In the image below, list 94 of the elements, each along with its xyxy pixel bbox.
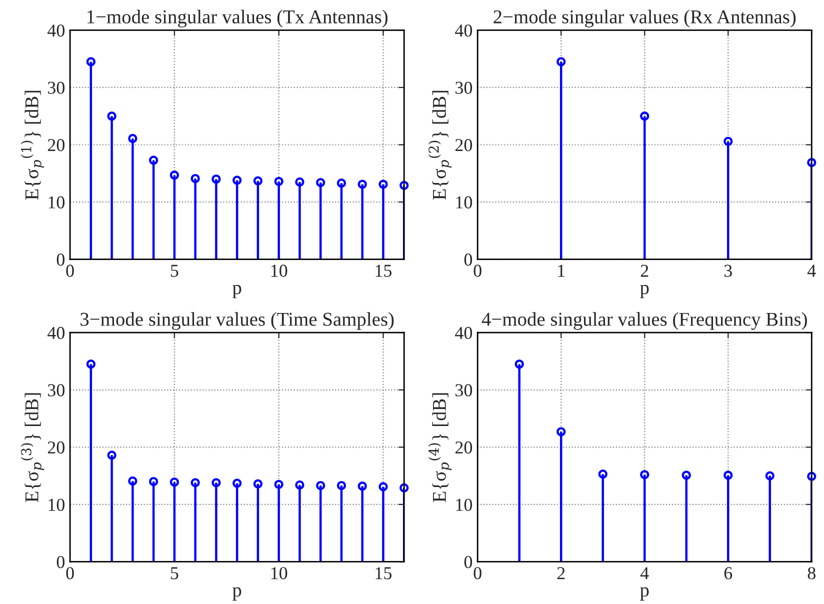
point: [212, 174, 221, 184]
y-tick-label: 30: [456, 384, 472, 396]
chart-title: 4−mode singular values (Frequency Bins): [482, 312, 807, 330]
y-tick-label: 40: [455, 24, 472, 37]
point: [316, 480, 326, 490]
point: [274, 480, 284, 489]
x-tick-label: 15: [376, 567, 392, 580]
point: [128, 476, 138, 486]
point: [556, 57, 566, 66]
point: [807, 158, 816, 168]
point: [400, 180, 409, 190]
x-tick-label: 2: [640, 264, 648, 277]
x-axis-title: p: [232, 587, 242, 601]
point: [253, 176, 263, 186]
point: [295, 480, 304, 490]
point: [232, 176, 242, 185]
point: [640, 470, 650, 480]
y-tick-label: 0: [464, 254, 472, 266]
x-axis-title: p: [640, 587, 649, 601]
point: [232, 478, 242, 488]
point: [190, 478, 200, 488]
point: [336, 178, 346, 188]
point: [148, 476, 158, 486]
y-tick-label: 0: [464, 556, 472, 568]
y-tick-label: 0: [56, 254, 64, 266]
point: [274, 176, 284, 186]
x-tick-label: 2: [557, 567, 565, 580]
point: [212, 478, 221, 488]
point: [807, 472, 816, 481]
y-tick-label: 10: [48, 498, 64, 511]
point: [400, 483, 409, 492]
point: [190, 174, 200, 184]
x-tick-label: 8: [808, 567, 816, 580]
point: [378, 482, 388, 492]
y-tick-label: 40: [47, 24, 64, 37]
point: [86, 360, 96, 369]
point: [682, 470, 691, 480]
y-tick-label: 20: [48, 139, 64, 152]
point: [316, 178, 326, 188]
point: [107, 112, 116, 121]
y-tick-label: 10: [456, 196, 472, 208]
y-tick-label: 10: [456, 498, 472, 511]
y-tick-label: 20: [455, 441, 472, 454]
point: [640, 112, 650, 121]
y-tick-label: 30: [456, 82, 472, 94]
point: [295, 177, 304, 187]
x-tick-label: 4: [640, 567, 649, 580]
x-tick-label: 0: [66, 567, 74, 580]
point: [724, 136, 733, 146]
x-tick-label: 6: [724, 567, 732, 580]
x-tick-label: 0: [66, 264, 74, 277]
y-tick-label: 30: [48, 384, 64, 396]
point: [765, 471, 774, 480]
y-axis-title: E{σ$_{p}$$^{(2)}$} [dB]: [428, 90, 452, 200]
y-tick-label: 20: [455, 139, 472, 152]
point: [170, 170, 180, 180]
point: [378, 180, 388, 189]
y-axis-title: E{σ$_{p}$$^{(4)}$} [dB]: [428, 393, 452, 502]
point: [358, 180, 367, 189]
y-axis-title: E{σ$_{p}$$^{(3)}$} [dB]: [20, 393, 44, 502]
x-tick-label: 5: [170, 567, 178, 580]
y-tick-label: 40: [455, 326, 472, 340]
x-tick-label: 0: [474, 567, 482, 580]
x-tick-label: 1: [558, 264, 565, 277]
chart-title: 2−mode singular values (Rx Antennas): [494, 10, 796, 28]
x-axis-title: p: [640, 284, 649, 298]
point: [724, 470, 733, 480]
point: [556, 427, 566, 436]
chart-title: 3−mode singular values (Time Samples): [80, 312, 394, 330]
y-tick-label: 20: [48, 441, 64, 454]
point: [358, 482, 367, 491]
point: [514, 360, 524, 369]
x-axis-title: p: [232, 284, 242, 298]
y-tick-label: 40: [47, 326, 64, 340]
point: [128, 134, 138, 144]
x-tick-label: 4: [807, 264, 816, 277]
point: [336, 480, 346, 490]
point: [253, 479, 263, 488]
x-tick-label: 15: [376, 264, 392, 277]
point: [598, 470, 608, 479]
x-tick-label: 10: [271, 567, 288, 580]
chart-title: 1−mode singular values (Tx Antennas): [87, 10, 388, 28]
x-tick-label: 10: [271, 264, 288, 277]
point: [148, 156, 158, 165]
y-tick-label: 0: [56, 556, 64, 568]
x-tick-label: 0: [474, 264, 482, 277]
x-tick-label: 3: [724, 264, 732, 277]
y-tick-label: 10: [48, 196, 64, 208]
point: [107, 450, 116, 460]
x-tick-label: 5: [170, 264, 178, 277]
y-axis-title: E{σ$_{p}$$^{(1)}$} [dB]: [20, 90, 44, 200]
point: [170, 478, 180, 487]
y-tick-label: 30: [48, 82, 64, 94]
point: [86, 57, 96, 66]
